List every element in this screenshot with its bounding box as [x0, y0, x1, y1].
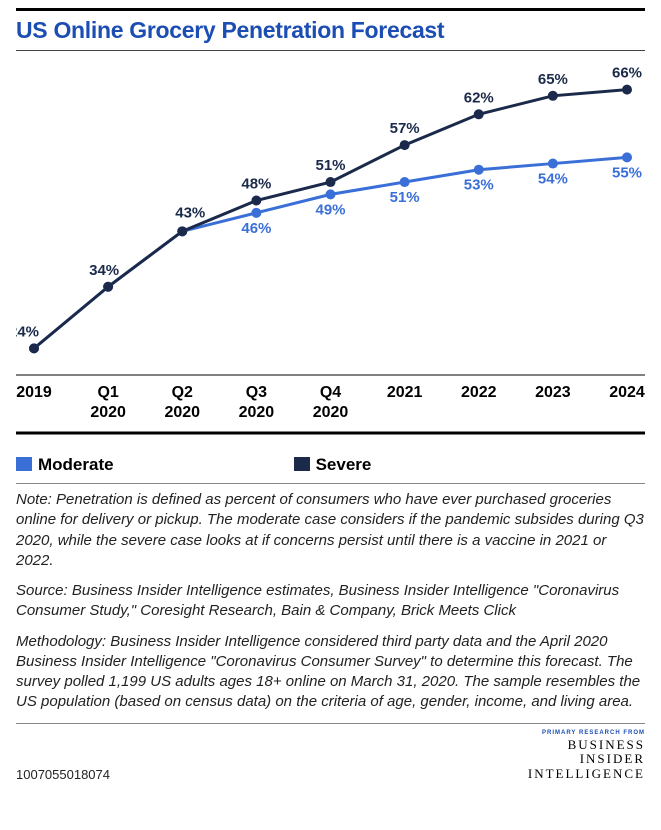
x-axis-label: 2024 — [609, 384, 645, 401]
legend-swatch-moderate — [16, 457, 32, 471]
data-label: 57% — [390, 120, 420, 137]
x-axis-label: 2023 — [535, 384, 571, 401]
series-marker — [548, 159, 558, 169]
x-axis-label: Q2 — [172, 384, 193, 401]
legend-swatch-severe — [294, 457, 310, 471]
data-label: 51% — [390, 189, 420, 206]
data-label: 34% — [89, 262, 119, 279]
x-axis-label: 2020 — [164, 404, 200, 421]
line-chart: 2019 Q1 2020 Q2 2020 Q3 2020 Q4 2020 2021 2022 2023… — [16, 55, 645, 445]
x-axis-label: Q4 — [320, 384, 341, 401]
series-marker — [548, 91, 558, 101]
x-axis-label: 2021 — [387, 384, 423, 401]
brand-line: INTELLIGENCE — [528, 767, 645, 782]
data-label: 53% — [464, 177, 494, 194]
series-marker — [326, 177, 336, 187]
data-label: 62% — [464, 89, 494, 106]
x-axis-label: 2022 — [461, 384, 497, 401]
x-axis-label: 2020 — [90, 404, 126, 421]
legend: Moderate Severe — [16, 445, 645, 481]
top-rule — [16, 8, 645, 11]
footer: 1007055018074 PRIMARY RESEARCH FROM BUSI… — [16, 730, 645, 783]
legend-item-severe: Severe — [294, 455, 372, 475]
series-line-severe — [34, 90, 627, 349]
legend-label-moderate: Moderate — [38, 455, 114, 474]
legend-label-severe: Severe — [316, 455, 372, 474]
chart-area: 2019 Q1 2020 Q2 2020 Q3 2020 Q4 2020 2021 2022 2023… — [16, 55, 645, 445]
x-axis-label: Q1 — [97, 384, 118, 401]
legend-rule — [16, 483, 645, 484]
data-label: 66% — [612, 65, 642, 82]
data-label: 48% — [241, 176, 271, 193]
x-axis-label: 2020 — [313, 404, 349, 421]
data-label: 51% — [315, 157, 345, 174]
series-marker — [400, 140, 410, 150]
brand-block: PRIMARY RESEARCH FROM BUSINESS INSIDER I… — [528, 730, 645, 783]
brand-line: BUSINESS — [528, 738, 645, 753]
data-label: 49% — [315, 201, 345, 218]
series-marker — [177, 226, 187, 236]
x-axis-label: Q3 — [246, 384, 267, 401]
series-marker — [251, 196, 261, 206]
brand-pretext: PRIMARY RESEARCH FROM — [528, 730, 645, 736]
series-marker — [622, 152, 632, 162]
series-marker — [622, 85, 632, 95]
series-marker — [29, 343, 39, 353]
series-marker — [474, 165, 484, 175]
data-label: 54% — [538, 171, 568, 188]
data-label: 46% — [241, 220, 271, 237]
series-marker — [251, 208, 261, 218]
reference-id: 1007055018074 — [16, 767, 110, 782]
data-label: 65% — [538, 71, 568, 88]
data-label: 43% — [175, 204, 205, 221]
x-axis-label: 2019 — [16, 384, 52, 401]
data-label: 24% — [16, 323, 39, 340]
brand-line: INSIDER — [528, 752, 645, 767]
title-rule — [16, 50, 645, 51]
series-marker — [326, 189, 336, 199]
chart-title: US Online Grocery Penetration Forecast — [16, 17, 645, 50]
note-definition: Note: Penetration is defined as percent … — [16, 490, 645, 571]
series-marker — [400, 177, 410, 187]
data-label: 55% — [612, 164, 642, 181]
note-methodology: Methodology: Business Insider Intelligen… — [16, 632, 645, 713]
legend-item-moderate: Moderate — [16, 455, 114, 475]
x-axis-label: 2020 — [239, 404, 275, 421]
footer-rule — [16, 723, 645, 724]
series-marker — [103, 282, 113, 292]
note-source: Source: Business Insider Intelligence es… — [16, 581, 645, 622]
series-marker — [474, 109, 484, 119]
